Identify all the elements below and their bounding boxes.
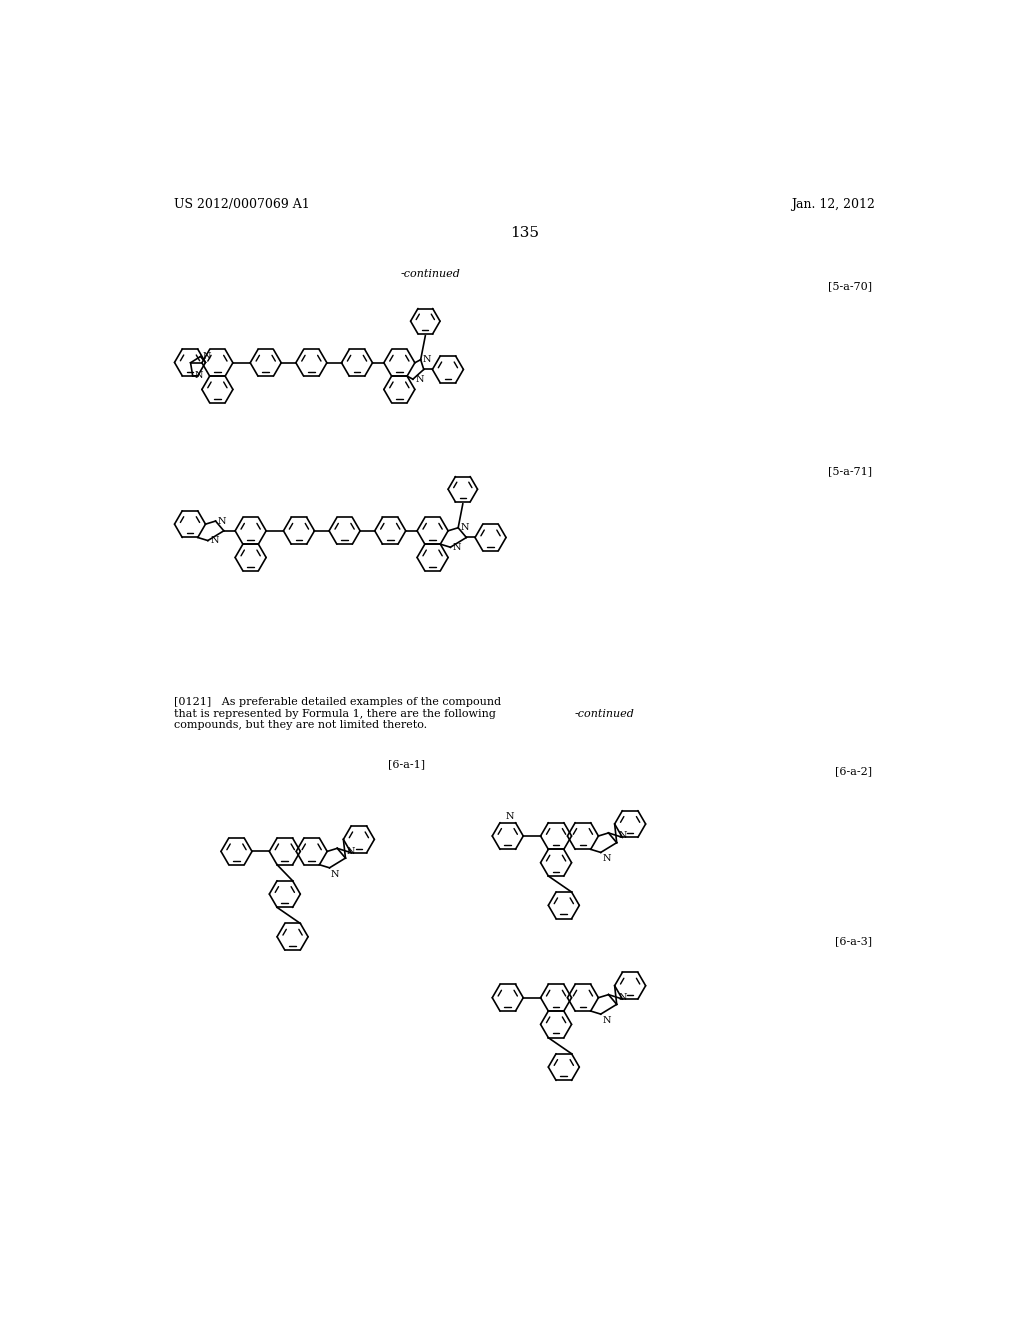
Text: N: N <box>416 375 424 384</box>
Text: -continued: -continued <box>400 268 460 279</box>
Text: N: N <box>602 1015 610 1024</box>
Text: N: N <box>331 870 340 879</box>
Text: N: N <box>453 543 461 552</box>
Text: 135: 135 <box>510 226 540 240</box>
Text: Jan. 12, 2012: Jan. 12, 2012 <box>792 198 876 211</box>
Text: N: N <box>618 832 627 841</box>
Text: N: N <box>461 523 469 532</box>
Text: [6-a-2]: [6-a-2] <box>835 767 872 776</box>
Text: N: N <box>618 993 627 1002</box>
Text: N: N <box>195 371 204 380</box>
Text: N: N <box>506 812 514 821</box>
Text: N: N <box>347 846 355 855</box>
Text: that is represented by Formula 1, there are the following: that is represented by Formula 1, there … <box>174 709 497 719</box>
Text: US 2012/0007069 A1: US 2012/0007069 A1 <box>174 198 310 211</box>
Text: -continued: -continued <box>574 709 635 719</box>
Text: N: N <box>423 355 431 364</box>
Text: [5-a-71]: [5-a-71] <box>827 466 872 477</box>
Text: [0121]   As preferable detailed examples of the compound: [0121] As preferable detailed examples o… <box>174 697 502 708</box>
Text: N: N <box>602 854 610 863</box>
Text: N: N <box>203 352 211 360</box>
Text: [6-a-3]: [6-a-3] <box>835 936 872 946</box>
Text: [5-a-70]: [5-a-70] <box>827 281 872 292</box>
Text: N: N <box>210 536 219 545</box>
Text: [6-a-1]: [6-a-1] <box>388 759 426 770</box>
Text: N: N <box>218 516 226 525</box>
Text: compounds, but they are not limited thereto.: compounds, but they are not limited ther… <box>174 721 428 730</box>
